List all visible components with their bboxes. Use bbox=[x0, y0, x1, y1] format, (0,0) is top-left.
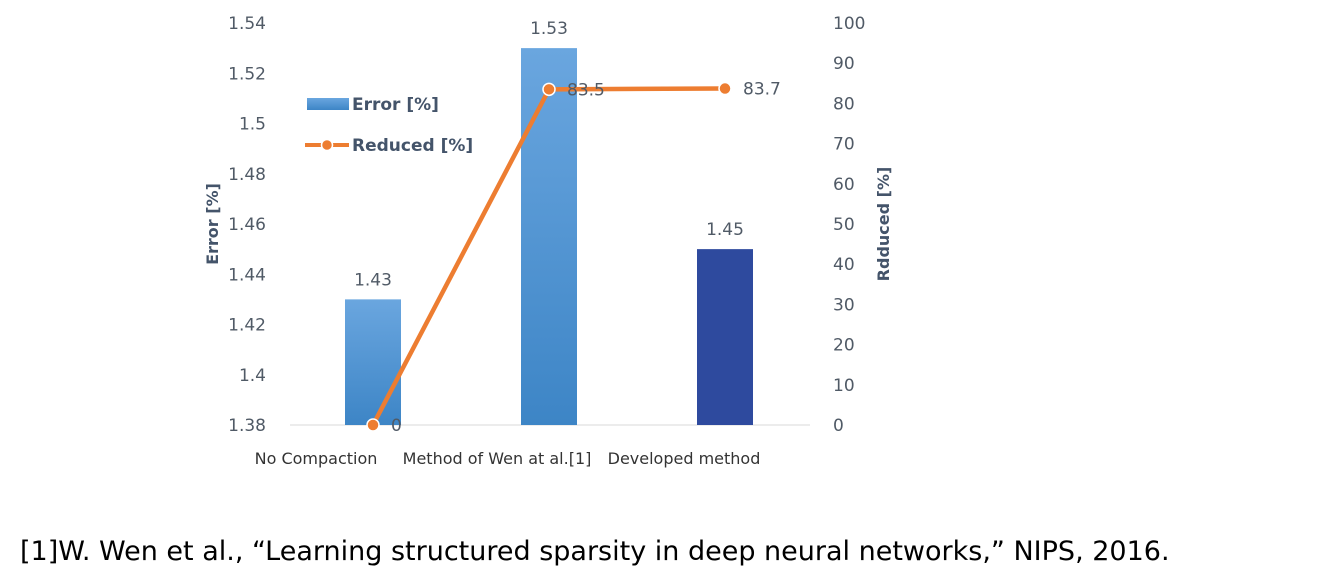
error-bar bbox=[697, 249, 753, 425]
category-label: Method of Wen at al.[1] bbox=[403, 449, 592, 468]
reduced-value-label: 83.7 bbox=[743, 80, 781, 100]
category-label: No Compaction bbox=[255, 449, 378, 468]
y-right-tick-label: 80 bbox=[833, 94, 855, 114]
citation-footnote: [1]W. Wen et al., “Learning structured s… bbox=[20, 536, 1170, 567]
y-right-tick-label: 90 bbox=[833, 54, 855, 74]
y-right-tick-label: 30 bbox=[833, 295, 855, 315]
y-left-tick-label: 1.42 bbox=[228, 316, 266, 336]
reduced-line-marker bbox=[542, 82, 556, 97]
y-right-tick-label: 40 bbox=[833, 255, 855, 275]
y-left-tick-label: 1.4 bbox=[239, 366, 266, 386]
category-label: Developed method bbox=[608, 449, 761, 468]
error-bar-value-label: 1.43 bbox=[354, 270, 392, 290]
y-right-tick-label: 60 bbox=[833, 175, 855, 195]
legend-reduced-label: Reduced [%] bbox=[352, 136, 473, 156]
reduced-line-marker bbox=[366, 418, 380, 432]
y-right-tick-label: 100 bbox=[833, 14, 865, 34]
y-right-tick-label: 70 bbox=[833, 135, 855, 155]
error-bar-value-label: 1.53 bbox=[530, 19, 568, 39]
y-right-tick-label: 0 bbox=[833, 416, 844, 436]
reduced-line-marker bbox=[718, 81, 732, 96]
y-right-tick-label: 10 bbox=[833, 376, 855, 396]
reduced-value-label: 83.5 bbox=[567, 80, 605, 100]
y-left-tick-label: 1.48 bbox=[228, 165, 266, 185]
y-left-tick-label: 1.46 bbox=[228, 215, 266, 235]
error-bar bbox=[345, 299, 401, 425]
legend-reduced-marker bbox=[320, 138, 334, 152]
combo-chart: 1.38 1.4 1.42 1.44 1.46 1.48 1.5 1.52 1.54 0 10 20… bbox=[203, 14, 893, 468]
y-left-tick-label: 1.5 bbox=[239, 115, 266, 135]
error-bar bbox=[521, 48, 577, 425]
error-bar-value-label: 1.45 bbox=[706, 220, 744, 240]
y-left-tick-label: 1.44 bbox=[228, 265, 266, 285]
category-labels: No Compaction Method of Wen at al.[1] Deve… bbox=[255, 449, 761, 468]
reduced-value-label: 0 bbox=[391, 416, 402, 436]
line-series: 0 83.5 83.7 bbox=[366, 80, 781, 436]
legend-error-label: Error [%] bbox=[352, 95, 439, 115]
legend-error-swatch bbox=[307, 98, 349, 110]
y-left-tick-label: 1.52 bbox=[228, 64, 266, 84]
right-axis-ticks: 0 10 20 30 40 50 60 70 80 90 100 bbox=[833, 14, 865, 436]
bar-series: 1.43 1.53 1.45 bbox=[345, 19, 753, 425]
y-axis-right-title: Rdduced [%] bbox=[874, 167, 893, 282]
y-right-tick-label: 50 bbox=[833, 215, 855, 235]
y-right-tick-label: 20 bbox=[833, 336, 855, 356]
y-axis-left-title: Error [%] bbox=[203, 183, 222, 265]
left-axis-ticks: 1.38 1.4 1.42 1.44 1.46 1.48 1.5 1.52 1.54 bbox=[228, 14, 266, 436]
y-left-tick-label: 1.54 bbox=[228, 14, 266, 34]
y-left-tick-label: 1.38 bbox=[228, 416, 266, 436]
legend: Error [%] Reduced [%] bbox=[305, 95, 473, 156]
